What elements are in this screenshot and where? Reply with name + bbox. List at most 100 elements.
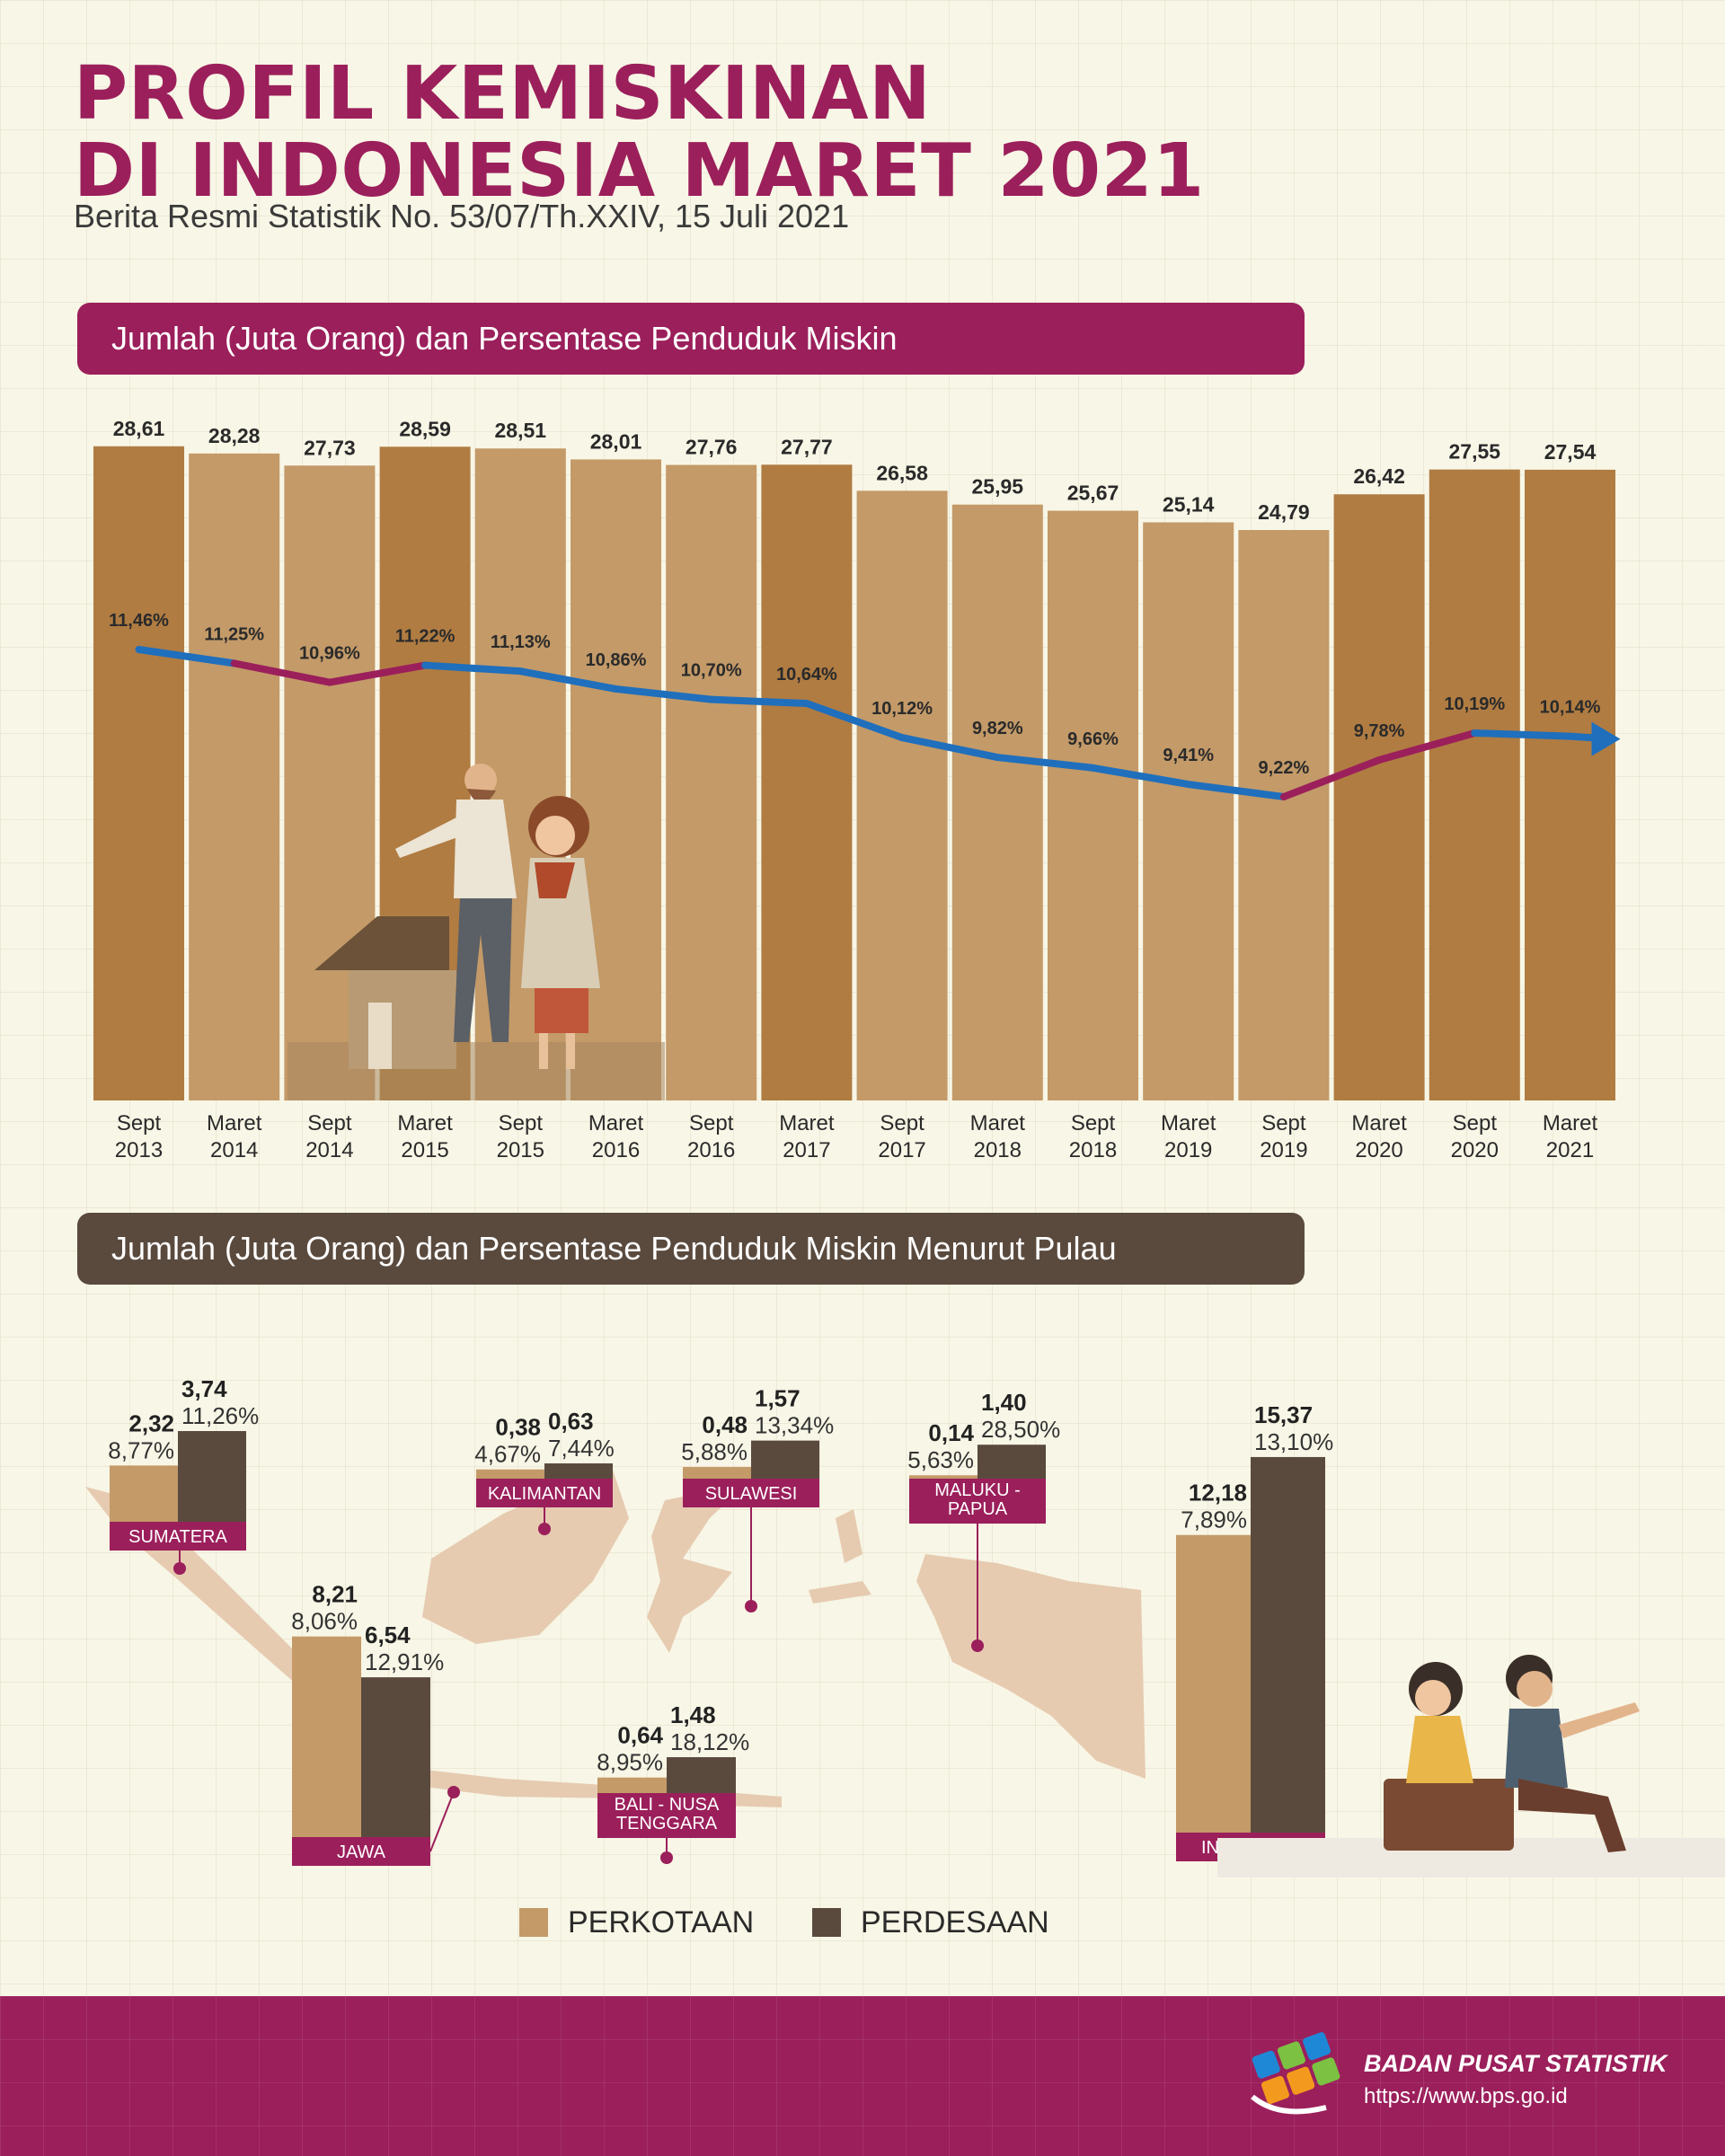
island-label-line: BALI - NUSA bbox=[615, 1795, 720, 1815]
category-label-line: Maret bbox=[779, 1111, 835, 1135]
trend-line-segment-5 bbox=[612, 685, 715, 703]
man-arm-2 bbox=[1559, 1702, 1640, 1738]
category-label-line: Sept bbox=[1071, 1111, 1116, 1135]
island-label-bg-2 bbox=[476, 1479, 613, 1507]
woman-face-2 bbox=[1415, 1680, 1451, 1716]
island-pointer-dot-0 bbox=[173, 1562, 186, 1575]
trend-line-segment-4 bbox=[517, 667, 620, 693]
rural-pct-6: 13,10% bbox=[1254, 1428, 1333, 1455]
category-label-line: 2017 bbox=[878, 1138, 925, 1162]
category-label-6: Sept 2016 bbox=[687, 1111, 735, 1162]
category-label-line: 2018 bbox=[974, 1138, 1022, 1162]
house-wall bbox=[349, 970, 456, 1069]
urban-value-6: 12,18 bbox=[1189, 1480, 1247, 1507]
category-label-line: 2018 bbox=[1069, 1138, 1117, 1162]
urban-bar-2 bbox=[476, 1469, 544, 1479]
category-label-line: 2015 bbox=[401, 1138, 448, 1162]
bar-value-label-2: 27,73 bbox=[304, 436, 356, 459]
bar-9 bbox=[951, 504, 1043, 1100]
category-label-line: 2017 bbox=[783, 1138, 830, 1162]
bar-15 bbox=[1525, 469, 1615, 1100]
legend-urban-label: PERKOTAAN bbox=[568, 1904, 755, 1940]
trend-line-segment-7 bbox=[802, 700, 907, 742]
category-label-line: 2014 bbox=[210, 1138, 258, 1162]
house-roof bbox=[314, 916, 449, 970]
category-label-8: Sept 2017 bbox=[878, 1111, 925, 1162]
percent-label-8: 10,12% bbox=[871, 699, 933, 719]
category-label-line: Maret bbox=[1161, 1111, 1216, 1135]
rural-value-1: 6,54 bbox=[365, 1621, 411, 1648]
urban-bar-0 bbox=[110, 1465, 178, 1522]
bar-7 bbox=[761, 464, 853, 1100]
percent-label-11: 9,41% bbox=[1163, 746, 1214, 765]
category-label-line: Sept bbox=[1453, 1111, 1498, 1135]
couple-house-illustration bbox=[288, 764, 665, 1100]
category-label-line: Sept bbox=[499, 1111, 544, 1135]
bar-value-label-0: 28,61 bbox=[113, 417, 165, 440]
bar-value-label-12: 24,79 bbox=[1258, 500, 1310, 524]
house-door bbox=[368, 1003, 392, 1069]
legend-urban: PERKOTAAN bbox=[519, 1903, 754, 1942]
man-legs-2 bbox=[1518, 1779, 1626, 1852]
bar-value-label-13: 26,42 bbox=[1353, 464, 1405, 488]
island-pointer-dot-4 bbox=[660, 1851, 673, 1864]
woman-top-2 bbox=[1406, 1716, 1473, 1783]
title-line-1: PROFIL KEMISKINAN bbox=[74, 51, 932, 137]
island-label-4: BALI - NUSA TENGGARA bbox=[615, 1795, 720, 1833]
island-label-bg-0 bbox=[110, 1522, 246, 1551]
percent-label-6: 10,70% bbox=[681, 661, 742, 681]
category-label-12: Sept 2019 bbox=[1260, 1111, 1307, 1162]
rural-value-3: 1,57 bbox=[755, 1385, 801, 1412]
category-label-line: 2016 bbox=[592, 1138, 640, 1162]
urban-pct-4: 8,95% bbox=[597, 1749, 663, 1776]
rural-bar-1 bbox=[361, 1677, 430, 1837]
urban-pct-0: 8,77% bbox=[108, 1436, 174, 1463]
island-pointer-dot-2 bbox=[538, 1523, 551, 1535]
island-pointer-dot-3 bbox=[745, 1600, 757, 1613]
rural-value-5: 1,40 bbox=[981, 1389, 1027, 1416]
trend-line-segment-11 bbox=[1184, 781, 1287, 800]
urban-value-5: 0,14 bbox=[928, 1419, 974, 1446]
category-label-line: 2016 bbox=[687, 1138, 735, 1162]
rural-bar-5 bbox=[978, 1445, 1046, 1479]
footer-band bbox=[0, 1996, 1725, 2156]
bar-10 bbox=[1048, 510, 1138, 1100]
bar-value-label-10: 25,67 bbox=[1067, 482, 1119, 505]
man-arm bbox=[395, 817, 463, 858]
bar-12 bbox=[1238, 530, 1330, 1100]
rural-bar-6 bbox=[1251, 1456, 1325, 1833]
island-label-line: SUMATERA bbox=[128, 1527, 227, 1547]
category-label-13: Maret 2020 bbox=[1351, 1111, 1407, 1162]
rural-pct-0: 11,26% bbox=[181, 1402, 259, 1429]
trend-line-segment-12 bbox=[1279, 755, 1384, 800]
bar-0 bbox=[93, 446, 184, 1100]
title-line-2: DI INDONESIA MARET 2021 bbox=[74, 128, 1205, 214]
bar-13 bbox=[1333, 494, 1425, 1100]
percent-label-14: 10,19% bbox=[1444, 694, 1505, 714]
bps-url[interactable]: https://www.bps.go.id bbox=[1364, 2084, 1568, 2108]
category-label-0: Sept 2013 bbox=[115, 1111, 163, 1162]
category-label-line: 2015 bbox=[497, 1138, 544, 1162]
island-label-line: TENGGARA bbox=[616, 1814, 718, 1833]
rural-pct-4: 18,12% bbox=[670, 1728, 749, 1755]
urban-value-0: 2,32 bbox=[128, 1409, 174, 1436]
island-label-bg-5 bbox=[909, 1479, 1046, 1524]
island-label-bg-1 bbox=[292, 1837, 430, 1866]
island-label-3: SULAWESI bbox=[705, 1484, 798, 1504]
island-label-bg-3 bbox=[683, 1479, 819, 1507]
bar-value-label-15: 27,54 bbox=[1544, 440, 1597, 464]
category-label-line: Sept bbox=[307, 1111, 352, 1135]
category-label-9: Maret 2018 bbox=[970, 1111, 1026, 1162]
trend-line-segment-14 bbox=[1471, 729, 1574, 740]
urban-value-4: 0,64 bbox=[617, 1722, 663, 1749]
page-title: PROFIL KEMISKINAN DI INDONESIA MARET 202… bbox=[74, 56, 1205, 210]
bar-11 bbox=[1143, 522, 1234, 1100]
category-label-2: Sept 2014 bbox=[305, 1111, 353, 1162]
woman-leg-left bbox=[539, 1033, 548, 1069]
woman-scarf bbox=[535, 862, 575, 898]
man-head bbox=[464, 764, 497, 796]
rural-value-6: 15,37 bbox=[1254, 1401, 1313, 1428]
percent-label-1: 11,25% bbox=[204, 624, 264, 644]
rural-pct-1: 12,91% bbox=[365, 1648, 444, 1675]
bar-value-label-6: 27,76 bbox=[686, 436, 738, 459]
